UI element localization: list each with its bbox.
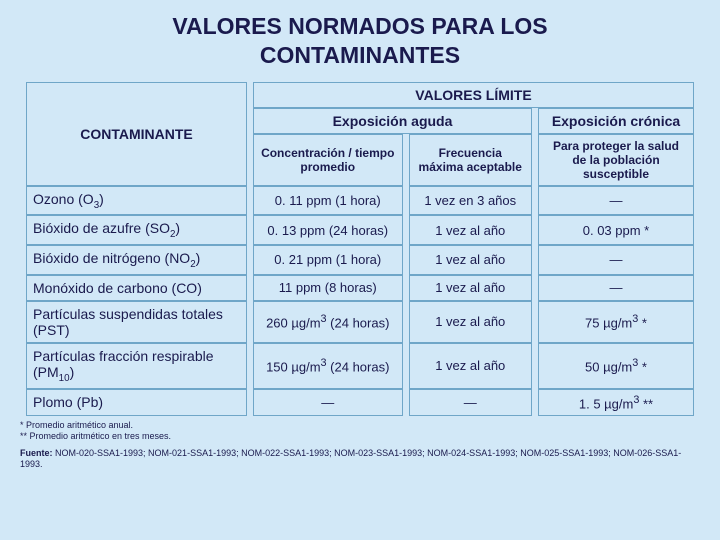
concentration-value: 11 ppm (8 horas) — [253, 275, 403, 301]
source-text: NOM-020-SSA1-1993; NOM-021-SSA1-1993; NO… — [20, 448, 681, 470]
source-label: Fuente: — [20, 448, 53, 458]
concentration-value: 0. 21 ppm (1 hora) — [253, 245, 403, 275]
frequency-value: 1 vez al año — [409, 343, 533, 389]
concentration-value: — — [253, 389, 403, 416]
limits-table: CONTAMINANTE VALORES LÍMITE Exposición a… — [20, 82, 700, 417]
header-valores-limite: VALORES LÍMITE — [253, 82, 694, 108]
concentration-value: 150 µg/m3 (24 horas) — [253, 343, 403, 389]
header-exp-aguda: Exposición aguda — [253, 108, 532, 134]
frequency-value: 1 vez al año — [409, 215, 533, 245]
table-row: Partículas suspendidas totales (PST)260 … — [26, 301, 694, 343]
page-title: VALORES NORMADOS PARA LOS CONTAMINANTES — [20, 12, 700, 70]
table-row: Monóxido de carbono (CO)11 ppm (8 horas)… — [26, 275, 694, 301]
frequency-value: 1 vez al año — [409, 301, 533, 343]
contaminant-name: Bióxido de azufre (SO2) — [26, 215, 247, 245]
title-line-1: VALORES NORMADOS PARA LOS — [172, 13, 547, 39]
frequency-value: 1 vez al año — [409, 275, 533, 301]
chronic-value: — — [538, 275, 694, 301]
chronic-value: 75 µg/m3 * — [538, 301, 694, 343]
contaminant-name: Ozono (O3) — [26, 186, 247, 216]
concentration-value: 260 µg/m3 (24 horas) — [253, 301, 403, 343]
table-row: Plomo (Pb)——1. 5 µg/m3 ** — [26, 389, 694, 416]
header-contaminante: CONTAMINANTE — [26, 82, 247, 186]
table-row: Bióxido de nitrógeno (NO2)0. 21 ppm (1 h… — [26, 245, 694, 275]
subheader-frecuencia: Frecuencia máxima aceptable — [409, 134, 533, 186]
contaminant-name: Monóxido de carbono (CO) — [26, 275, 247, 301]
concentration-value: 0. 13 ppm (24 horas) — [253, 215, 403, 245]
source: Fuente: NOM-020-SSA1-1993; NOM-021-SSA1-… — [20, 448, 700, 471]
chronic-value: 1. 5 µg/m3 ** — [538, 389, 694, 416]
footnotes: * Promedio aritmético anual. ** Promedio… — [20, 420, 700, 442]
frequency-value: — — [409, 389, 533, 416]
footnote-1: * Promedio aritmético anual. — [20, 420, 700, 431]
subheader-concentracion: Concentración / tiempo promedio — [253, 134, 403, 186]
chronic-value: — — [538, 245, 694, 275]
concentration-value: 0. 11 ppm (1 hora) — [253, 186, 403, 216]
frequency-value: 1 vez al año — [409, 245, 533, 275]
table-row: Bióxido de azufre (SO2)0. 13 ppm (24 hor… — [26, 215, 694, 245]
chronic-value: 0. 03 ppm * — [538, 215, 694, 245]
chronic-value: — — [538, 186, 694, 216]
chronic-value: 50 µg/m3 * — [538, 343, 694, 389]
title-line-2: CONTAMINANTES — [260, 42, 460, 68]
footnote-2: ** Promedio aritmético en tres meses. — [20, 431, 700, 442]
table-row: Partículas fracción respirable (PM10)150… — [26, 343, 694, 389]
frequency-value: 1 vez en 3 años — [409, 186, 533, 216]
contaminant-name: Bióxido de nitrógeno (NO2) — [26, 245, 247, 275]
contaminant-name: Plomo (Pb) — [26, 389, 247, 416]
header-exp-cronica: Exposición crónica — [538, 108, 694, 134]
contaminant-name: Partículas suspendidas totales (PST) — [26, 301, 247, 343]
table-row: Ozono (O3)0. 11 ppm (1 hora)1 vez en 3 a… — [26, 186, 694, 216]
subheader-para-proteger: Para proteger la salud de la población s… — [538, 134, 694, 186]
contaminant-name: Partículas fracción respirable (PM10) — [26, 343, 247, 389]
